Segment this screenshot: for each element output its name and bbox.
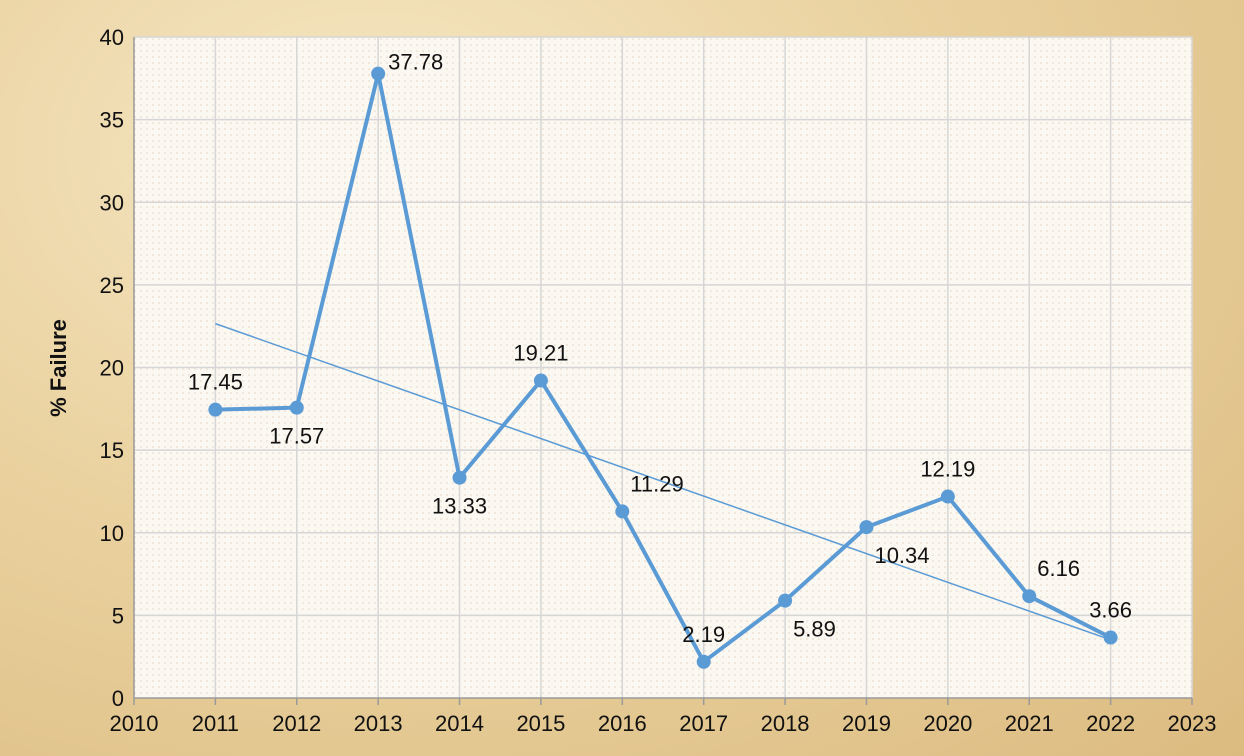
- x-tick-label: 2019: [842, 711, 891, 736]
- data-label: 13.33: [432, 494, 487, 519]
- y-tick-label: 30: [100, 190, 124, 215]
- trendline-line: [215, 322, 1111, 641]
- data-labels: 17.45 17.57 37.78 13.33 19.21 11.29 2.19 5.89 10…: [188, 50, 1132, 647]
- data-label: 17.45: [188, 370, 243, 395]
- x-tick-label: 2012: [272, 711, 321, 736]
- axes: [133, 37, 1193, 705]
- data-label: 17.57: [269, 424, 324, 449]
- data-label: 6.16: [1037, 556, 1080, 581]
- data-point: [615, 504, 630, 519]
- data-point: [696, 654, 711, 669]
- y-tick-label: 15: [100, 438, 124, 463]
- data-point: [1022, 589, 1037, 604]
- x-tick-label: 2015: [516, 711, 565, 736]
- data-label: 37.78: [388, 50, 443, 75]
- y-tick-label: 20: [100, 356, 124, 381]
- data-label: 5.89: [793, 617, 836, 642]
- data-label: 19.21: [513, 341, 568, 366]
- data-point: [1103, 630, 1118, 645]
- y-tick-label: 10: [100, 521, 124, 546]
- x-tick-label: 2014: [435, 711, 484, 736]
- data-point: [289, 400, 304, 415]
- x-tick-label: 2020: [923, 711, 972, 736]
- data-label: 3.66: [1089, 598, 1132, 623]
- y-axis-title: % Failure: [46, 319, 71, 417]
- y-tick-label: 5: [112, 603, 124, 628]
- data-point: [371, 66, 386, 81]
- data-point: [859, 520, 874, 535]
- trendline: [215, 322, 1111, 641]
- data-point: [452, 470, 467, 485]
- data-point: [940, 489, 955, 504]
- x-tick-label: 2011: [192, 711, 239, 736]
- x-tick-label: 2013: [354, 711, 403, 736]
- tick-labels: 0 5 10 15 20 25 30 35 40 2010 2011 2012 2013 2014 2015…: [100, 25, 1217, 736]
- x-tick-label: 2016: [598, 711, 647, 736]
- data-point: [533, 373, 548, 388]
- series-line: [208, 66, 1118, 669]
- x-tick-label: 2023: [1168, 711, 1217, 736]
- x-tick-label: 2021: [1005, 711, 1054, 736]
- gridlines: [134, 36, 1193, 698]
- y-tick-label: 0: [112, 686, 124, 711]
- data-point: [208, 402, 223, 417]
- x-tick-label: 2017: [679, 711, 728, 736]
- y-tick-label: 25: [100, 273, 124, 298]
- y-tick-label: 40: [100, 25, 124, 50]
- data-label: 12.19: [920, 457, 975, 482]
- data-label: 10.34: [874, 543, 929, 568]
- data-label: 11.29: [630, 471, 683, 496]
- series-polyline: [215, 71, 1112, 664]
- y-tick-label: 35: [100, 108, 124, 133]
- x-tick-label: 2010: [110, 711, 159, 736]
- data-label: 2.19: [682, 622, 725, 647]
- x-tick-label: 2018: [761, 711, 810, 736]
- data-point: [778, 593, 793, 608]
- x-tick-label: 2022: [1086, 711, 1135, 736]
